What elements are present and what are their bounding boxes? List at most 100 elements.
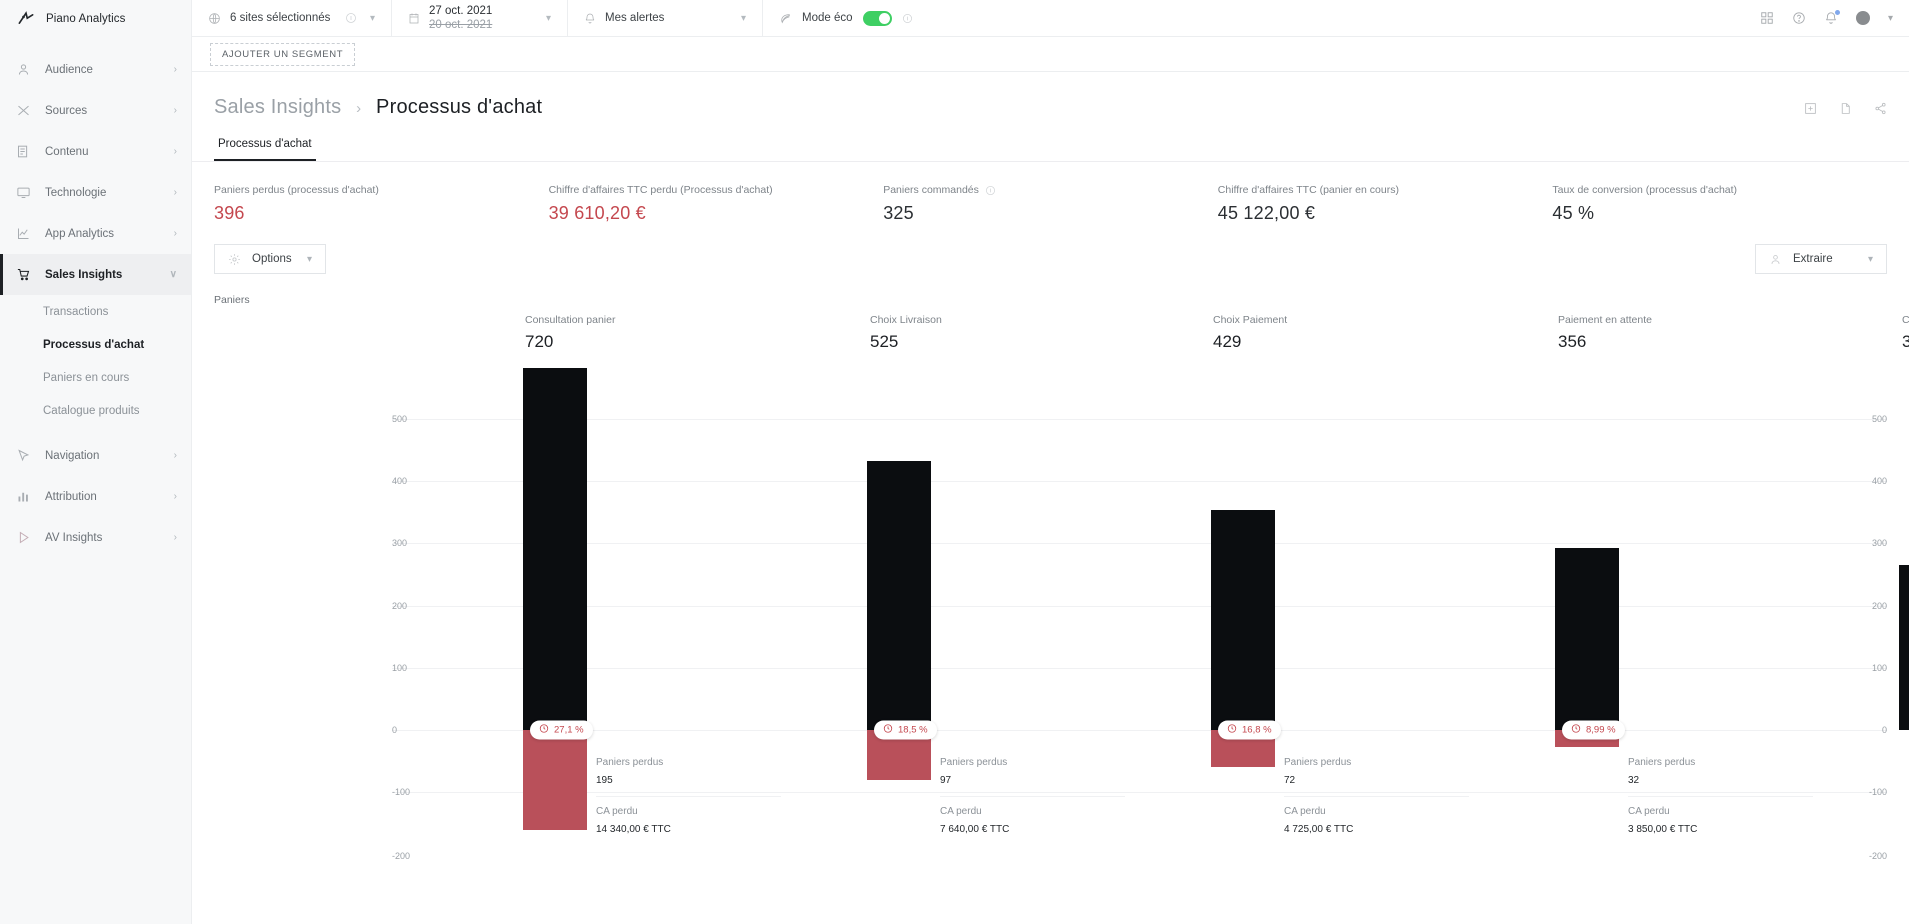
y-axis-label-left: 0 xyxy=(392,725,398,735)
sidebar-item-label: Contenu xyxy=(45,145,89,158)
lost-revenue-value: 14 340,00 € TTC xyxy=(596,824,671,835)
chart-section-title: Paniers xyxy=(214,294,250,306)
sidebar-item-attribution[interactable]: Attribution › xyxy=(0,476,191,517)
chevron-down-icon[interactable]: ▾ xyxy=(740,12,746,24)
chevron-down-icon: ▾ xyxy=(1867,253,1873,265)
breadcrumb-parent[interactable]: Sales Insights xyxy=(214,96,342,118)
add-segment-button[interactable]: AJOUTER UN SEGMENT xyxy=(210,42,356,66)
kpi-value: 325 xyxy=(883,203,914,223)
tab-bar: Processus d'achat xyxy=(192,134,1909,162)
sidebar-item-contenu[interactable]: Contenu › xyxy=(0,131,191,172)
kpi-value: 45 122,00 € xyxy=(1217,203,1316,223)
bar-positive-4[interactable] xyxy=(1899,565,1909,730)
lost-revenue-value: 4 725,00 € TTC xyxy=(1284,824,1354,835)
top-bar: 6 sites sélectionnés ▾ 27 oct. 2021 20 o… xyxy=(192,0,1909,37)
info-icon[interactable] xyxy=(985,185,996,196)
sidebar-item-label: Technologie xyxy=(45,186,107,199)
kpi-value: 45 % xyxy=(1552,203,1595,223)
gridline xyxy=(392,730,1887,731)
gridline xyxy=(392,543,1887,544)
funnel-step-value: 429 xyxy=(1213,332,1242,351)
add-widget-icon[interactable] xyxy=(1804,102,1817,120)
lost-baskets-value: 72 xyxy=(1284,775,1296,786)
extract-button[interactable]: Extraire ▾ xyxy=(1755,244,1887,274)
kpi-label-text: Chiffre d'affaires TTC (panier en cours) xyxy=(1217,184,1399,196)
brand[interactable]: Piano Analytics xyxy=(0,0,191,37)
y-axis-label-right: 0 xyxy=(1881,725,1887,735)
chevron-down-icon[interactable]: ▾ xyxy=(1887,12,1893,24)
sidebar-item-technologie[interactable]: Technologie › xyxy=(0,172,191,213)
monitor-icon xyxy=(15,185,31,201)
eco-mode-control[interactable]: Mode éco xyxy=(763,0,929,36)
sidebar-item-sales-insights[interactable]: Sales Insights ∨ xyxy=(0,254,191,295)
site-selector-label: 6 sites sélectionnés xyxy=(230,12,331,24)
user-avatar-icon[interactable] xyxy=(1855,11,1870,25)
sidebar-nav: Audience › Sources › Contenu › Technolog… xyxy=(0,37,191,558)
info-icon[interactable] xyxy=(345,12,357,24)
sidebar-item-paniers-en-cours[interactable]: Paniers en cours xyxy=(0,361,191,394)
tab-processus-dachat[interactable]: Processus d'achat xyxy=(214,138,316,161)
export-report-icon[interactable] xyxy=(1839,102,1852,120)
notification-bell-icon[interactable] xyxy=(1824,10,1840,25)
lost-baskets-label: Paniers perdus xyxy=(596,757,664,768)
y-axis-label-left: 200 xyxy=(392,601,408,611)
funnel-step-value: 720 xyxy=(525,332,554,351)
leaf-icon xyxy=(779,12,792,25)
sidebar-sub-label: Processus d'achat xyxy=(43,338,145,351)
funnel-step-3: Paiement en attente 356 xyxy=(1558,314,1652,352)
sidebar-item-sources[interactable]: Sources › xyxy=(0,90,191,131)
lost-revenue-value: 3 850,00 € TTC xyxy=(1628,824,1698,835)
brand-name: Piano Analytics xyxy=(46,12,126,25)
lost-baskets-value: 97 xyxy=(940,775,952,786)
lost-baskets-value: 195 xyxy=(596,775,613,786)
drop-badge-0[interactable]: 27,1 % xyxy=(530,720,593,740)
person-icon xyxy=(15,62,31,78)
sidebar-item-transactions[interactable]: Transactions xyxy=(0,295,191,328)
sidebar-item-audience[interactable]: Audience › xyxy=(0,49,191,90)
date-range-selector[interactable]: 27 oct. 2021 20 oct. 2021 ▾ xyxy=(392,0,568,36)
sidebar-item-label: AV Insights xyxy=(45,531,103,544)
sidebar-item-navigation[interactable]: Navigation › xyxy=(0,435,191,476)
y-axis-label-right: -200 xyxy=(1868,851,1887,861)
kpi-ca-perdu: Chiffre d'affaires TTC perdu (Processus … xyxy=(549,184,884,224)
person-icon xyxy=(1769,253,1782,266)
y-axis-label-right: 200 xyxy=(1871,601,1887,611)
sidebar-item-app-analytics[interactable]: App Analytics › xyxy=(0,213,191,254)
sidebar-item-catalogue-produits[interactable]: Catalogue produits xyxy=(0,394,191,427)
bar-positive-2[interactable] xyxy=(1211,510,1275,730)
gear-icon xyxy=(228,253,241,266)
kpi-taux-conversion: Taux de conversion (processus d'achat) 4… xyxy=(1552,184,1887,224)
drop-badge-1[interactable]: 18,5 % xyxy=(874,720,937,740)
drop-badge-3[interactable]: 8,99 % xyxy=(1562,720,1625,740)
kpi-label-text: Paniers commandés xyxy=(883,184,979,196)
bar-positive-3[interactable] xyxy=(1555,548,1619,730)
alerts-selector[interactable]: Mes alertes ▾ xyxy=(568,0,763,36)
sidebar-item-processus-dachat[interactable]: Processus d'achat xyxy=(0,328,191,361)
kpi-paniers-commandes: Paniers commandés 325 xyxy=(883,184,1218,224)
y-axis-label-left: 400 xyxy=(392,476,408,486)
apps-grid-icon[interactable] xyxy=(1760,11,1774,25)
funnel-chart: Consultation panier 720 Choix Livraison … xyxy=(192,314,1909,924)
chevron-down-icon[interactable]: ▾ xyxy=(545,12,551,24)
sidebar-item-label: Navigation xyxy=(45,449,100,462)
funnel-step-value: 525 xyxy=(870,332,899,351)
eco-mode-toggle[interactable] xyxy=(862,10,892,26)
kpi-label: Paniers perdus (processus d'achat) xyxy=(214,184,549,196)
sidebar-sub-label: Paniers en cours xyxy=(43,371,130,384)
sidebar-item-label: Sources xyxy=(45,104,88,117)
options-label: Options xyxy=(252,253,292,265)
chevron-down-icon[interactable]: ▾ xyxy=(369,12,375,24)
share-icon[interactable] xyxy=(1874,102,1887,120)
help-circle-icon[interactable] xyxy=(1792,11,1806,25)
y-axis-label-right: 100 xyxy=(1871,663,1887,673)
bar-positive-1[interactable] xyxy=(867,461,931,730)
chevron-down-icon: ▾ xyxy=(306,253,312,265)
site-selector[interactable]: 6 sites sélectionnés ▾ xyxy=(192,0,392,36)
bar-negative-0[interactable] xyxy=(523,730,587,830)
sidebar-item-av-insights[interactable]: AV Insights › xyxy=(0,517,191,558)
bar-positive-0[interactable] xyxy=(523,368,587,730)
info-icon[interactable] xyxy=(902,13,913,24)
options-button[interactable]: Options ▾ xyxy=(214,244,326,274)
funnel-step-value: 356 xyxy=(1558,332,1587,351)
drop-badge-2[interactable]: 16,8 % xyxy=(1218,720,1281,740)
